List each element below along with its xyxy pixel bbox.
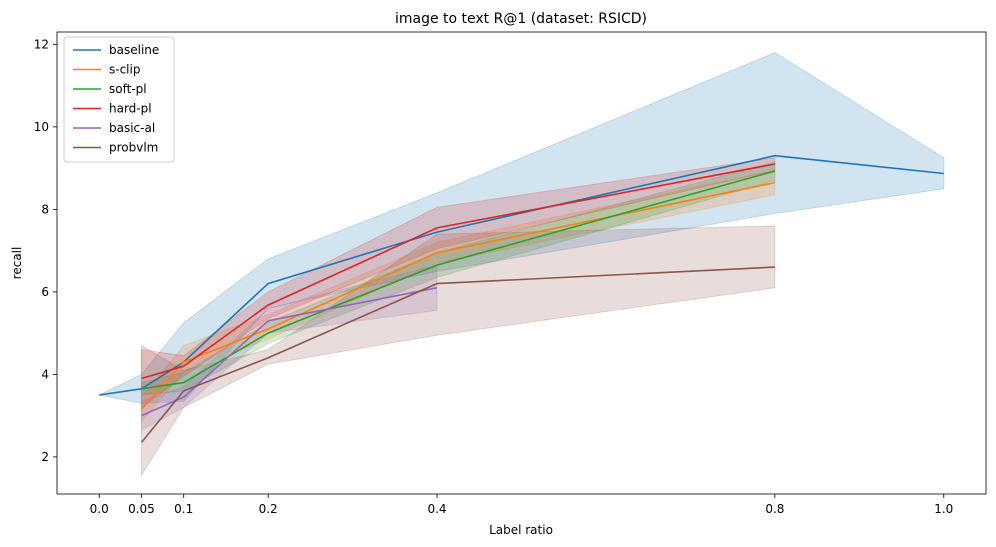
line-soft-pl <box>141 170 776 390</box>
x-tick-label: 0.4 <box>427 502 446 516</box>
x-tick-label: 0.8 <box>765 502 784 516</box>
x-tick-label: 0.0 <box>90 502 109 516</box>
band-basic-al <box>141 264 438 431</box>
legend: baseline s-clip soft-pl hard-pl basic-al prob… <box>63 36 175 163</box>
x-tick-label: 0.2 <box>259 502 278 516</box>
y-tick-label: 2 <box>41 450 49 464</box>
y-axis-ticks: 2 4 6 8 10 12 <box>34 37 57 464</box>
y-tick-label: 12 <box>34 37 49 51</box>
legend-label-s-clip: s-clip <box>109 63 140 77</box>
y-tick-label: 6 <box>41 285 49 299</box>
legend-label-probvlm: probvlm <box>109 141 158 155</box>
confidence-bands <box>97 52 945 478</box>
line-hard-pl <box>141 163 776 380</box>
series-lines <box>99 154 944 443</box>
x-axis-ticks: 0.0 0.05 0.1 0.2 0.4 0.8 1.0 <box>90 494 953 516</box>
x-tick-label: 0.1 <box>174 502 193 516</box>
line-s-clip <box>140 181 776 410</box>
plot-frame <box>56 31 987 495</box>
legend-box <box>63 36 175 163</box>
legend-label-soft-pl: soft-pl <box>109 82 147 96</box>
line-probvlm <box>140 266 775 443</box>
band-probvlm <box>141 225 776 478</box>
line-basic-al <box>141 287 438 417</box>
y-tick-label: 8 <box>41 202 49 216</box>
x-axis-label: Label ratio <box>489 523 553 537</box>
x-tick-label: 0.05 <box>128 502 155 516</box>
y-tick-label: 4 <box>41 367 49 381</box>
y-axis-label: recall <box>10 247 24 280</box>
y-tick-label: 10 <box>34 120 49 134</box>
legend-label-basic-al: basic-al <box>109 121 155 135</box>
band-hard-pl <box>141 157 776 409</box>
legend-label-hard-pl: hard-pl <box>109 102 152 116</box>
chart-title: image to text R@1 (dataset: RSICD) <box>395 11 647 27</box>
legend-label-baseline: baseline <box>109 43 159 57</box>
x-tick-label: 1.0 <box>934 502 953 516</box>
